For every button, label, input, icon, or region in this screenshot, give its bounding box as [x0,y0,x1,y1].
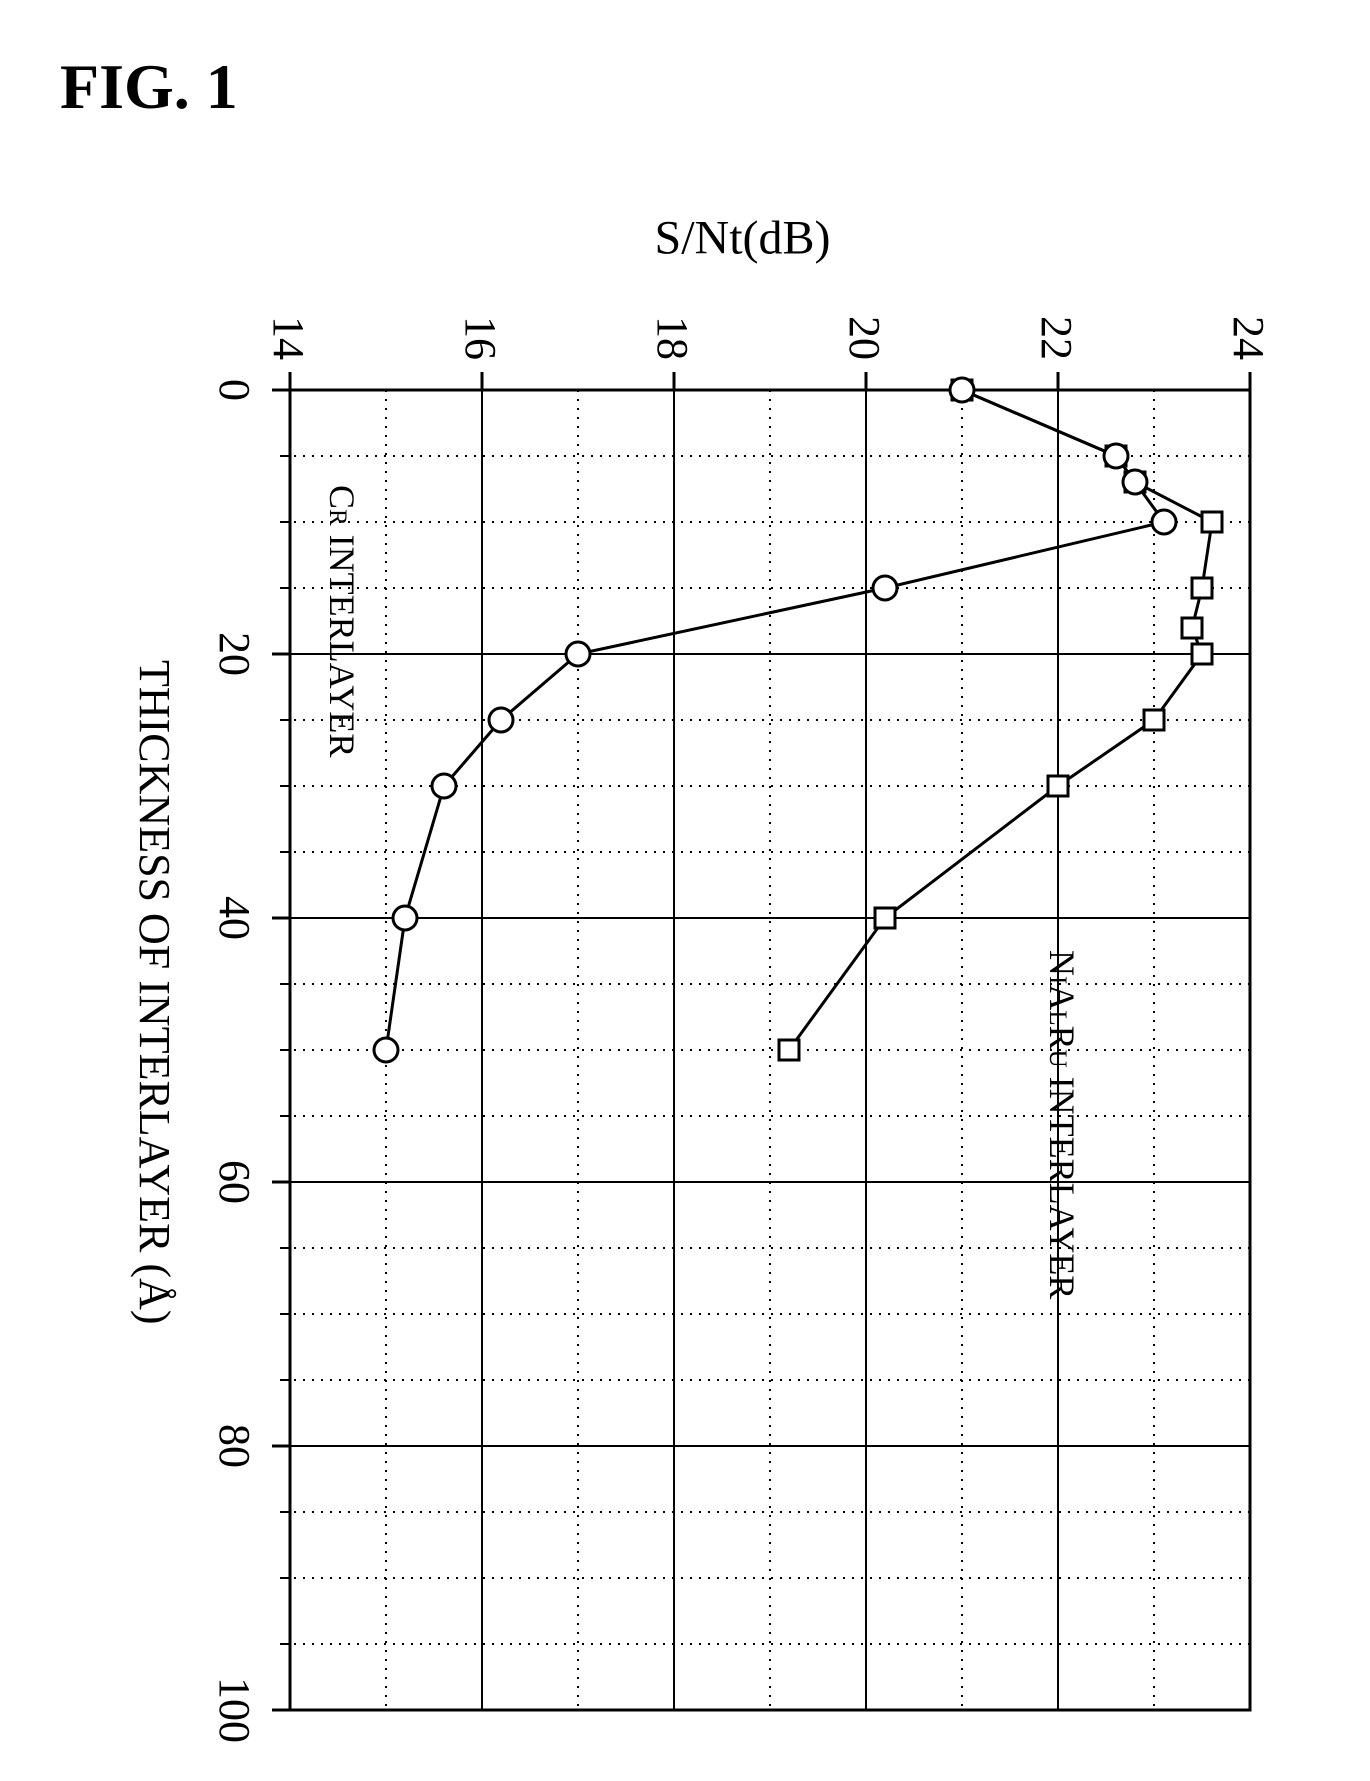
series-cr-label: Cr INTERLAYER [322,485,362,757]
ytick-3: 20 [839,300,890,360]
ticks-y [290,372,1250,390]
xtick-4: 80 [209,1416,260,1476]
xtick-3: 60 [209,1152,260,1212]
figure-container: FIG. 1 S/Nt(dB) THICKNESS OF INTERLAYER … [40,40,1330,1740]
xtick-0: 0 [209,370,260,410]
ytick-5: 24 [1223,300,1274,360]
ytick-1: 16 [455,300,506,360]
figure-title: FIG. 1 [60,50,238,124]
x-axis-label: THICKNESS OF INTERLAYER (Å) [129,660,180,1325]
chart-inner: S/Nt(dB) THICKNESS OF INTERLAYER (Å) [90,190,1290,1750]
ytick-2: 18 [647,300,698,360]
xtick-5: 100 [209,1670,260,1750]
xtick-2: 40 [209,888,260,948]
chart-rotated-wrapper: S/Nt(dB) THICKNESS OF INTERLAYER (Å) [90,190,1290,1750]
xtick-1: 20 [209,624,260,684]
ytick-4: 22 [1031,300,1082,360]
plot-group: NiAlRu INTERLAYER Cr INTERLAYER [272,372,1250,1710]
series-nialru-label: NiAlRu INTERLAYER [1042,950,1082,1299]
ytick-0: 14 [263,300,314,360]
plot-svg: NiAlRu INTERLAYER Cr INTERLAYER [190,190,1290,1750]
